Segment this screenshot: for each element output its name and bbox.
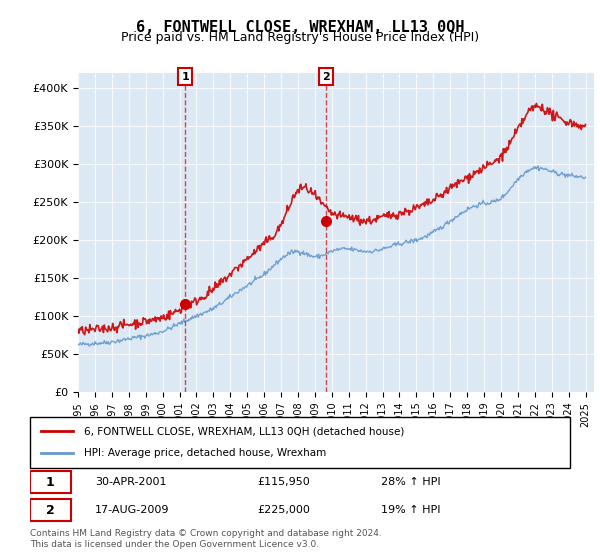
Text: 6, FONTWELL CLOSE, WREXHAM, LL13 0QH (detached house): 6, FONTWELL CLOSE, WREXHAM, LL13 0QH (de… [84, 426, 404, 436]
Text: 1: 1 [181, 72, 189, 82]
FancyBboxPatch shape [30, 417, 570, 468]
Text: 28% ↑ HPI: 28% ↑ HPI [381, 477, 440, 487]
Text: Contains HM Land Registry data © Crown copyright and database right 2024.
This d: Contains HM Land Registry data © Crown c… [30, 529, 382, 549]
Text: 2: 2 [322, 72, 330, 82]
Text: £115,950: £115,950 [257, 477, 310, 487]
Text: 17-AUG-2009: 17-AUG-2009 [95, 505, 169, 515]
FancyBboxPatch shape [30, 499, 71, 521]
Text: £225,000: £225,000 [257, 505, 310, 515]
Text: 30-APR-2001: 30-APR-2001 [95, 477, 166, 487]
Text: Price paid vs. HM Land Registry's House Price Index (HPI): Price paid vs. HM Land Registry's House … [121, 31, 479, 44]
Text: HPI: Average price, detached house, Wrexham: HPI: Average price, detached house, Wrex… [84, 449, 326, 459]
Text: 2: 2 [46, 503, 55, 517]
FancyBboxPatch shape [30, 471, 71, 493]
Text: 1: 1 [46, 475, 55, 489]
Text: 6, FONTWELL CLOSE, WREXHAM, LL13 0QH: 6, FONTWELL CLOSE, WREXHAM, LL13 0QH [136, 20, 464, 35]
Text: 19% ↑ HPI: 19% ↑ HPI [381, 505, 440, 515]
